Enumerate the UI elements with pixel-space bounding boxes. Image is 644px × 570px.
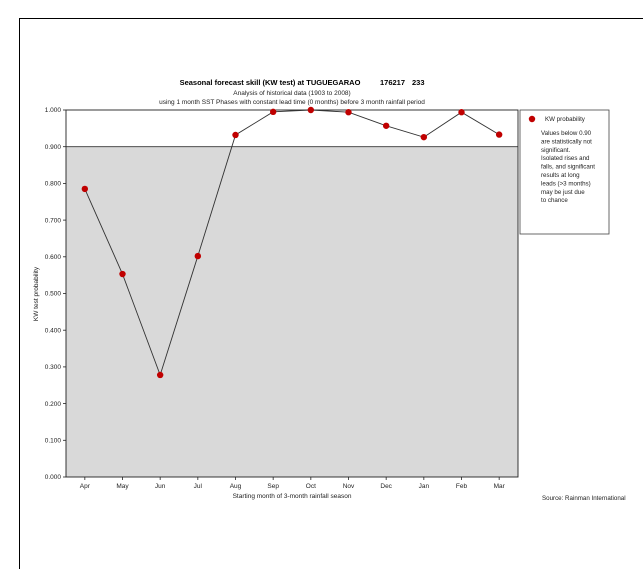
chart-subtitle-1: Analysis of historical data (1903 to 200…	[233, 90, 350, 97]
x-tick-label: Mar	[494, 483, 506, 490]
y-tick-label: 0.100	[45, 438, 62, 445]
legend-note-line: falls, and significant	[541, 164, 595, 171]
source-note: Source: Rainman International	[542, 495, 626, 502]
x-tick-label: Jan	[419, 483, 430, 490]
y-tick-label: 0.700	[45, 217, 62, 224]
x-tick-label: Apr	[80, 483, 91, 490]
y-tick-label: 1.000	[45, 107, 62, 114]
y-tick-label: 0.000	[45, 474, 62, 481]
y-tick-label: 0.900	[45, 144, 62, 151]
x-tick-label: May	[116, 483, 129, 490]
series-line	[84, 109, 500, 377]
data-point	[269, 108, 277, 116]
y-tick-label: 0.200	[45, 401, 62, 408]
data-point	[119, 270, 126, 278]
legend-marker	[528, 115, 536, 123]
data-point	[194, 252, 202, 260]
legend-note-line: leads (>3 months)	[541, 180, 591, 187]
data-point	[345, 109, 352, 116]
chart-subtitle-2: using 1 month SST Phases with constant l…	[159, 99, 425, 106]
data-point	[420, 133, 428, 141]
data-point	[495, 131, 503, 138]
legend-box	[519, 109, 610, 235]
chart-title: Seasonal forecast skill (KW test) at TUG…	[180, 78, 361, 87]
legend-note-line: are statistically not	[541, 138, 592, 145]
y-tick-label: 0.600	[45, 254, 62, 261]
y-tick-label: 0.300	[45, 364, 62, 371]
legend-note-line: to chance	[541, 197, 568, 204]
data-point	[307, 106, 315, 114]
x-tick-label: Dec	[380, 483, 392, 490]
chart-frame	[19, 18, 643, 569]
legend-note-line: may be just due	[541, 189, 585, 196]
y-tick-label: 0.800	[45, 181, 62, 188]
legend-note-line: significant.	[541, 147, 571, 154]
legend-label: KW probability	[545, 116, 586, 123]
data-point	[81, 185, 89, 193]
x-tick-label: Oct	[306, 483, 316, 490]
x-tick-label: Aug	[230, 483, 242, 490]
y-tick-label: 0.500	[45, 291, 62, 298]
x-tick-label: Sep	[267, 483, 279, 490]
x-tick-label: Feb	[456, 483, 468, 490]
station-id: 176217	[380, 78, 405, 87]
x-tick-label: Jul	[194, 483, 203, 490]
data-point	[156, 371, 164, 379]
nonsignificant-region	[66, 146, 518, 477]
legend-note-line: results at long	[541, 172, 580, 179]
x-tick-label: Jun	[155, 483, 166, 490]
legend-note-line: Values below 0.90	[541, 130, 592, 137]
y-axis-label: KW test probability	[33, 266, 40, 321]
data-point	[232, 131, 239, 139]
legend-note-line: Isolated rises and	[541, 155, 590, 162]
station-number: 233	[412, 78, 425, 87]
x-axis-label: Starting month of 3-month rainfall seaso…	[233, 493, 352, 500]
x-tick-label: Nov	[343, 483, 355, 490]
data-point	[382, 122, 390, 129]
data-point	[458, 109, 465, 116]
plot-area: 0.000 0.100 0.200 0.300 0.400 0.500 0.600 0.700…	[45, 106, 519, 490]
y-tick-label: 0.400	[45, 327, 62, 334]
